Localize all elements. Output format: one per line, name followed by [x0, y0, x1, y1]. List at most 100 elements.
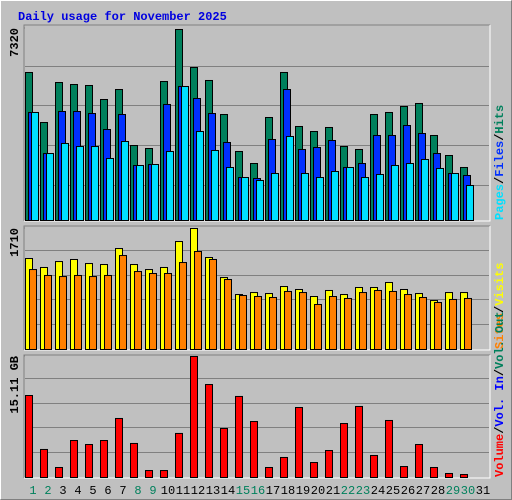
bar [226, 166, 234, 221]
x-tick-label: 4 [74, 484, 81, 498]
bar [29, 269, 37, 350]
bar [451, 172, 459, 221]
bar [344, 297, 352, 350]
bar [359, 292, 367, 351]
x-tick-label: 10 [161, 484, 175, 498]
bar [220, 427, 228, 478]
bar [239, 295, 247, 351]
y-tick-label: 7320 [8, 28, 22, 57]
bar [329, 296, 337, 350]
bar [130, 442, 138, 478]
legend: Sites/Visits [493, 263, 507, 349]
bar [241, 177, 249, 222]
bar [385, 419, 393, 479]
bar [460, 474, 468, 478]
x-tick-label: 8 [134, 484, 141, 498]
bar [434, 302, 442, 350]
bar [179, 262, 187, 350]
bar [190, 356, 198, 478]
bar [44, 274, 52, 351]
x-tick-label: 15 [236, 484, 250, 498]
bar [121, 140, 129, 221]
bar [445, 472, 453, 479]
bar [136, 164, 144, 221]
bar [374, 289, 382, 350]
legend-entry: Volume [493, 434, 507, 477]
x-tick-label: 1 [29, 484, 36, 498]
bar [331, 171, 339, 222]
bar [211, 149, 219, 221]
bar [464, 297, 472, 350]
bar [361, 177, 369, 222]
legend: Pages/Files/Hits [493, 105, 507, 220]
x-tick-label: 2 [44, 484, 51, 498]
x-tick-label: 19 [296, 484, 310, 498]
bar [400, 466, 408, 478]
bar [149, 273, 157, 350]
bar [55, 466, 63, 479]
bar [301, 172, 309, 221]
bar [286, 135, 294, 222]
x-tick-label: 23 [356, 484, 370, 498]
bar [166, 150, 174, 221]
x-tick-label: 24 [371, 484, 385, 498]
bar [391, 164, 399, 221]
bar [295, 407, 303, 478]
bar [235, 395, 243, 478]
bar [325, 450, 333, 479]
x-tick-label: 18 [281, 484, 295, 498]
bar [271, 172, 279, 221]
bar [346, 166, 354, 221]
x-tick-label: 29 [446, 484, 460, 498]
legend-separator: / [493, 369, 507, 376]
bar [74, 274, 82, 351]
panel-bevel [23, 225, 490, 350]
legend-entry: Hits [493, 105, 507, 134]
bar [91, 146, 99, 222]
y-tick-label: 1710 [8, 228, 22, 257]
x-tick-label: 13 [206, 484, 220, 498]
bar [389, 290, 397, 350]
bar [430, 466, 438, 479]
bar [370, 454, 378, 478]
bar [314, 303, 322, 350]
bar [104, 274, 112, 351]
bar [46, 153, 54, 222]
x-tick-label: 6 [104, 484, 111, 498]
x-tick-label: 25 [386, 484, 400, 498]
bar [76, 146, 84, 222]
bar [340, 423, 348, 478]
legend-separator: / [493, 427, 507, 434]
bar [151, 164, 159, 221]
bar [145, 470, 153, 478]
bar [415, 444, 423, 479]
x-tick-label: 17 [266, 484, 280, 498]
bar [466, 185, 474, 222]
legend-separator: / [493, 306, 507, 313]
bar [134, 271, 142, 350]
x-tick-label: 26 [401, 484, 415, 498]
bar [436, 167, 444, 222]
bar [59, 276, 67, 351]
bar [355, 405, 363, 478]
bar [181, 85, 189, 222]
bar [40, 448, 48, 478]
x-tick-label: 3 [59, 484, 66, 498]
bar [205, 384, 213, 479]
bar [85, 444, 93, 479]
legend-entry: Pages [493, 184, 507, 220]
bar [194, 250, 202, 350]
bar [254, 296, 262, 350]
x-tick-label: 20 [311, 484, 325, 498]
bar [269, 296, 277, 351]
bar [31, 111, 39, 221]
legend-entry: Vol. In [493, 376, 507, 426]
bar [175, 432, 183, 479]
bar [299, 292, 307, 351]
bar [265, 466, 273, 479]
legend-entry: Sites [493, 313, 507, 349]
x-tick-label: 31 [476, 484, 490, 498]
bar [316, 177, 324, 222]
